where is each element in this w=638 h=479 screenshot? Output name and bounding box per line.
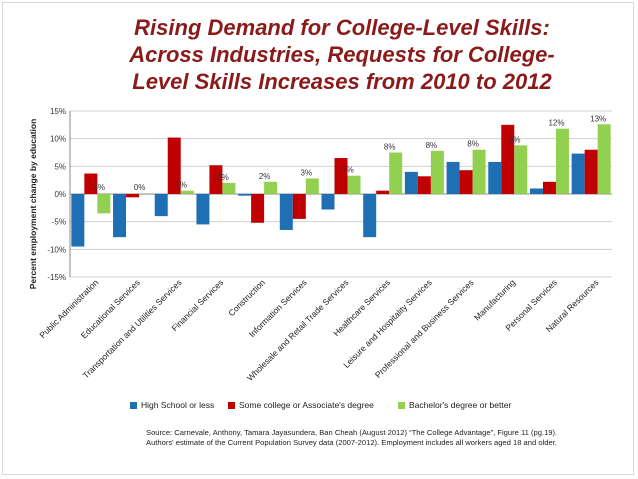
- bar-bachelor-s-degree-or-better-natural-resources: [597, 124, 611, 194]
- x-tick-label-leisure-and-hospitality-services: Leisure and Hospitality Services: [341, 277, 434, 370]
- chart-legend: High School or less Some college or Asso…: [130, 400, 600, 414]
- legend-swatch-some-college: [228, 401, 235, 409]
- bar-high-school-or-less-professional-and-business-services: [446, 161, 460, 194]
- y-tick-label: 15%: [50, 107, 66, 116]
- y-tick-label: 10%: [50, 135, 66, 144]
- bar-bachelor-s-degree-or-better-information-services: [305, 178, 319, 194]
- bar-some-college-or-associate-s-degree-healthcare-services: [376, 190, 390, 194]
- x-tick-label-construction: Construction: [226, 277, 267, 318]
- data-label-transportation-and-utilities-services: 1%: [175, 181, 187, 190]
- title-line-1: Rising Demand for College-Level Skills:: [134, 15, 550, 40]
- bar-high-school-or-less-leisure-and-hospitality-services: [404, 171, 418, 194]
- legend-swatch-high-school: [130, 401, 137, 409]
- data-label-information-services: 3%: [301, 169, 313, 178]
- bar-high-school-or-less-public-administration: [71, 194, 85, 247]
- bar-some-college-or-associate-s-degree-public-administration: [84, 173, 98, 194]
- bar-high-school-or-less-educational-services: [113, 194, 127, 238]
- bar-high-school-or-less-transportation-and-utilities-services: [154, 194, 168, 217]
- bar-bachelor-s-degree-or-better-manufacturing: [514, 145, 528, 194]
- y-tick-label: 5%: [54, 162, 66, 171]
- bar-bachelor-s-degree-or-better-professional-and-business-services: [472, 149, 486, 194]
- slide-title: Rising Demand for College-Level Skills: …: [82, 14, 602, 95]
- data-label-financial-services: 2%: [217, 173, 229, 182]
- bar-bachelor-s-degree-or-better-construction: [264, 181, 278, 194]
- bar-some-college-or-associate-s-degree-professional-and-business-services: [459, 170, 473, 194]
- legend-label-bachelors: Bachelor's degree or better: [409, 400, 512, 410]
- legend-item-some-college: Some college or Associate's degree: [228, 400, 374, 410]
- legend-label-high-school: High School or less: [141, 400, 215, 410]
- bar-some-college-or-associate-s-degree-educational-services: [126, 194, 140, 198]
- bar-some-college-or-associate-s-degree-natural-resources: [584, 149, 598, 194]
- data-label-leisure-and-hospitality-services: 8%: [426, 141, 438, 150]
- y-tick-label: -5%: [52, 218, 66, 227]
- y-tick-label: 0%: [54, 190, 66, 199]
- y-tick-label: -10%: [47, 245, 66, 254]
- bar-bachelor-s-degree-or-better-wholesale-and-retail-trade-services: [347, 175, 361, 194]
- bar-some-college-or-associate-s-degree-financial-services: [209, 165, 223, 194]
- bar-some-college-or-associate-s-degree-manufacturing: [501, 124, 515, 194]
- bar-some-college-or-associate-s-degree-information-services: [292, 194, 306, 219]
- x-tick-label-manufacturing: Manufacturing: [472, 277, 517, 322]
- bar-high-school-or-less-wholesale-and-retail-trade-services: [321, 194, 335, 210]
- data-label-natural-resources: 13%: [590, 114, 606, 123]
- legend-item-bachelors: Bachelor's degree or better: [398, 400, 511, 410]
- data-label-healthcare-services: 8%: [384, 143, 396, 152]
- data-label-educational-services: 0%: [134, 183, 146, 192]
- bar-high-school-or-less-information-services: [279, 194, 293, 230]
- data-label-personal-services: 12%: [548, 119, 564, 128]
- bar-high-school-or-less-manufacturing: [488, 161, 502, 194]
- bar-some-college-or-associate-s-degree-wholesale-and-retail-trade-services: [334, 158, 348, 194]
- y-axis-title: Percent employment change by education: [28, 119, 38, 290]
- bar-bachelor-s-degree-or-better-public-administration: [97, 194, 111, 214]
- bar-some-college-or-associate-s-degree-personal-services: [542, 181, 556, 194]
- data-label-construction: 2%: [259, 172, 271, 181]
- bar-some-college-or-associate-s-degree-transportation-and-utilities-services: [167, 137, 181, 194]
- bar-some-college-or-associate-s-degree-leisure-and-hospitality-services: [417, 176, 431, 194]
- bar-bachelor-s-degree-or-better-financial-services: [222, 182, 236, 194]
- data-label-manufacturing: 9%: [509, 135, 521, 144]
- legend-swatch-bachelors: [398, 401, 405, 409]
- data-label-professional-and-business-services: 8%: [467, 140, 479, 149]
- source-note: Source: Carnevale, Anthony, Tamara Jayas…: [146, 428, 616, 448]
- bar-bachelor-s-degree-or-better-personal-services: [555, 128, 569, 194]
- legend-item-high-school: High School or less: [130, 400, 214, 410]
- bar-high-school-or-less-personal-services: [529, 188, 543, 194]
- data-label-public-administration: -3%: [91, 183, 105, 192]
- bar-bachelor-s-degree-or-better-leisure-and-hospitality-services: [430, 150, 444, 194]
- bar-high-school-or-less-natural-resources: [571, 153, 585, 194]
- bar-high-school-or-less-financial-services: [196, 194, 210, 225]
- legend-label-some-college: Some college or Associate's degree: [239, 400, 374, 410]
- source-line-1: Source: Carnevale, Anthony, Tamara Jayas…: [146, 428, 558, 437]
- title-line-3: Level Skills Increases from 2010 to 2012: [132, 69, 552, 94]
- bar-bachelor-s-degree-or-better-transportation-and-utilities-services: [180, 190, 194, 194]
- bar-high-school-or-less-construction: [238, 194, 252, 196]
- source-line-2: Authors' estimate of the Current Populat…: [146, 438, 557, 447]
- y-tick-label: -15%: [47, 273, 66, 282]
- data-label-wholesale-and-retail-trade-services: 3%: [342, 166, 354, 175]
- bar-some-college-or-associate-s-degree-construction: [251, 194, 265, 223]
- bar-high-school-or-less-healthcare-services: [363, 194, 377, 238]
- title-line-2: Across Industries, Requests for College-: [129, 42, 555, 67]
- slide-frame: [2, 2, 634, 475]
- bar-bachelor-s-degree-or-better-healthcare-services: [389, 152, 403, 194]
